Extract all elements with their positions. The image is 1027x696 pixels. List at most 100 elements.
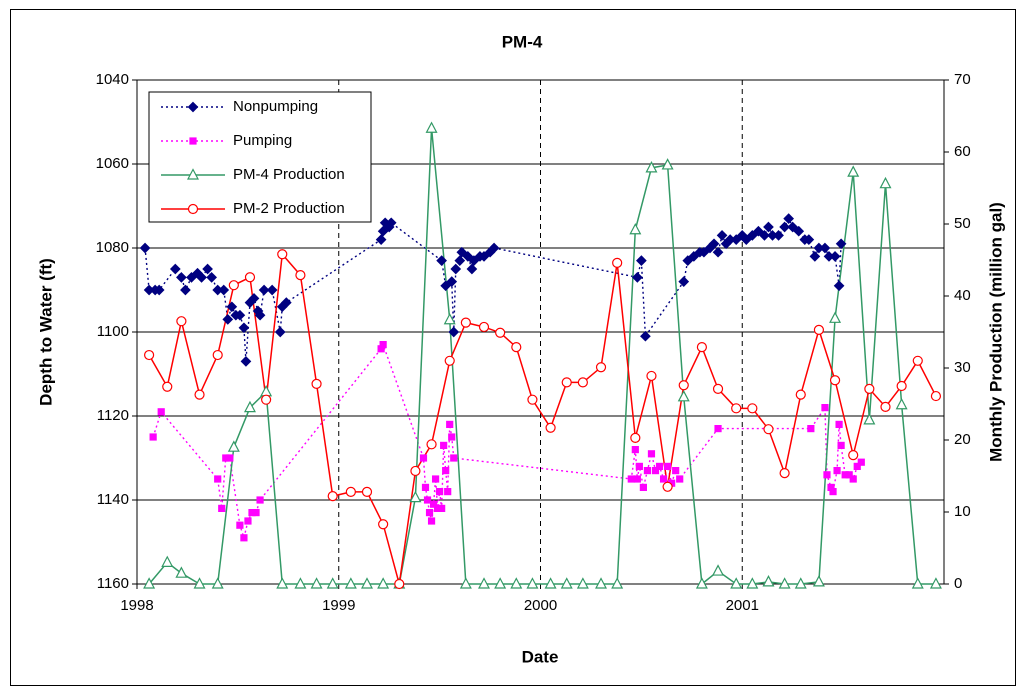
point — [829, 311, 842, 323]
point — [560, 577, 573, 589]
point — [169, 263, 181, 275]
point — [218, 504, 226, 512]
point — [280, 297, 292, 308]
legend-marker — [187, 168, 199, 180]
point — [446, 420, 454, 428]
point — [821, 404, 829, 412]
point — [161, 555, 174, 568]
point — [446, 276, 458, 287]
point — [326, 577, 339, 589]
point — [240, 534, 248, 542]
point — [226, 301, 238, 313]
point — [410, 465, 421, 477]
point — [429, 500, 438, 508]
point — [379, 341, 387, 349]
point — [495, 327, 506, 338]
point — [460, 317, 471, 328]
point — [444, 488, 452, 496]
x-tick-label: 2000 — [524, 597, 557, 614]
point — [696, 342, 708, 353]
y2-axis-title: Monthly Production (million gal) — [986, 202, 1005, 462]
point — [930, 390, 942, 402]
point — [244, 517, 252, 525]
point — [911, 577, 924, 589]
point — [206, 272, 217, 283]
point — [438, 504, 446, 512]
point — [708, 238, 720, 250]
point — [226, 454, 234, 462]
point — [803, 234, 815, 245]
series-line — [152, 342, 862, 541]
point — [631, 272, 643, 283]
point — [157, 408, 165, 416]
point — [635, 462, 643, 470]
point — [714, 425, 722, 433]
point — [763, 424, 774, 435]
point — [545, 422, 556, 433]
point — [450, 263, 462, 275]
point — [646, 370, 657, 382]
point — [853, 462, 861, 470]
point — [202, 263, 213, 275]
point — [819, 242, 831, 254]
point — [149, 433, 157, 441]
point — [731, 403, 742, 414]
point — [426, 439, 437, 450]
y-tick-label: 1100 — [97, 323, 129, 340]
point — [627, 475, 635, 483]
point — [823, 471, 831, 479]
point — [448, 326, 460, 338]
point — [244, 272, 256, 283]
y2-tick-label: 50 — [954, 215, 971, 232]
y-tick-label: 1060 — [96, 155, 129, 172]
point — [672, 467, 680, 475]
legend-marker — [189, 137, 197, 145]
point — [311, 378, 322, 389]
point — [139, 242, 151, 254]
point — [688, 251, 700, 262]
y2-tick-label: 0 — [954, 575, 962, 592]
point — [176, 316, 187, 327]
point — [527, 394, 538, 405]
point — [698, 246, 710, 258]
y-tick-label: 1120 — [97, 407, 129, 424]
point — [857, 458, 865, 466]
legend-label: Pumping — [233, 132, 292, 149]
point — [240, 356, 252, 367]
point — [214, 475, 222, 483]
y2-tick-label: 20 — [954, 431, 971, 448]
point — [295, 270, 306, 281]
point — [829, 488, 837, 496]
point — [478, 577, 491, 589]
point — [645, 161, 658, 173]
point — [759, 230, 770, 241]
y-tick-label: 1080 — [96, 239, 129, 256]
x-tick-label: 1999 — [322, 597, 355, 614]
point — [468, 255, 480, 266]
point — [494, 577, 507, 589]
point — [912, 355, 923, 366]
point — [212, 349, 223, 361]
point — [436, 488, 444, 496]
series-line — [148, 252, 937, 585]
point — [577, 377, 588, 388]
point — [186, 272, 197, 283]
point — [377, 225, 389, 237]
point — [243, 400, 256, 413]
legend-label: PM-4 Production — [233, 166, 345, 183]
point — [773, 230, 784, 241]
point — [144, 349, 155, 361]
point — [630, 432, 641, 443]
point — [345, 486, 356, 497]
point — [361, 486, 373, 497]
point — [248, 293, 260, 304]
point — [747, 403, 758, 414]
point — [234, 309, 246, 321]
point — [678, 380, 689, 391]
point — [655, 462, 664, 470]
point — [427, 517, 436, 525]
point — [443, 312, 456, 325]
point — [813, 324, 825, 335]
point — [478, 321, 490, 333]
point — [193, 577, 206, 589]
